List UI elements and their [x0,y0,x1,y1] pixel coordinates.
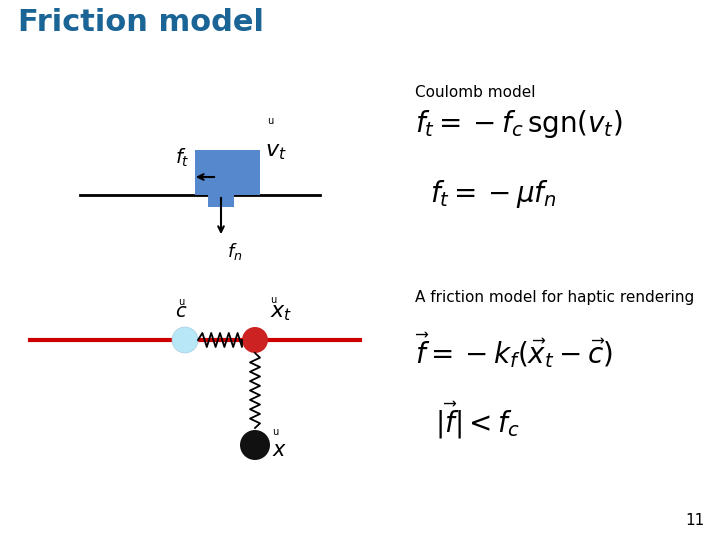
Text: Coulomb model: Coulomb model [415,85,536,100]
Text: $|\vec{f}| < f_c$: $|\vec{f}| < f_c$ [435,400,520,441]
Text: $x_t$: $x_t$ [270,301,292,323]
Text: $f_t = -\mu f_n$: $f_t = -\mu f_n$ [430,178,557,210]
Text: u: u [267,116,274,126]
Text: 11: 11 [685,513,705,528]
Text: Friction model: Friction model [18,8,264,37]
Text: $f_t = -f_c\,\mathrm{sgn}(v_t)$: $f_t = -f_c\,\mathrm{sgn}(v_t)$ [415,108,623,140]
Circle shape [172,327,198,353]
Bar [208,195,234,207]
Text: $c$: $c$ [175,303,187,321]
Circle shape [240,430,270,460]
Circle shape [242,327,268,353]
Text: u: u [272,427,278,437]
Text: $x$: $x$ [272,441,287,460]
Text: $v_t$: $v_t$ [265,140,287,162]
Text: $f_t$: $f_t$ [176,147,190,169]
Text: u: u [270,295,276,305]
Bar [195,150,260,195]
Text: A friction model for haptic rendering: A friction model for haptic rendering [415,290,694,305]
Text: $\vec{f} = -k_f(\vec{x}_t - \vec{c})$: $\vec{f} = -k_f(\vec{x}_t - \vec{c})$ [415,330,613,370]
Text: $f_n$: $f_n$ [227,241,243,262]
Text: u: u [178,297,184,307]
